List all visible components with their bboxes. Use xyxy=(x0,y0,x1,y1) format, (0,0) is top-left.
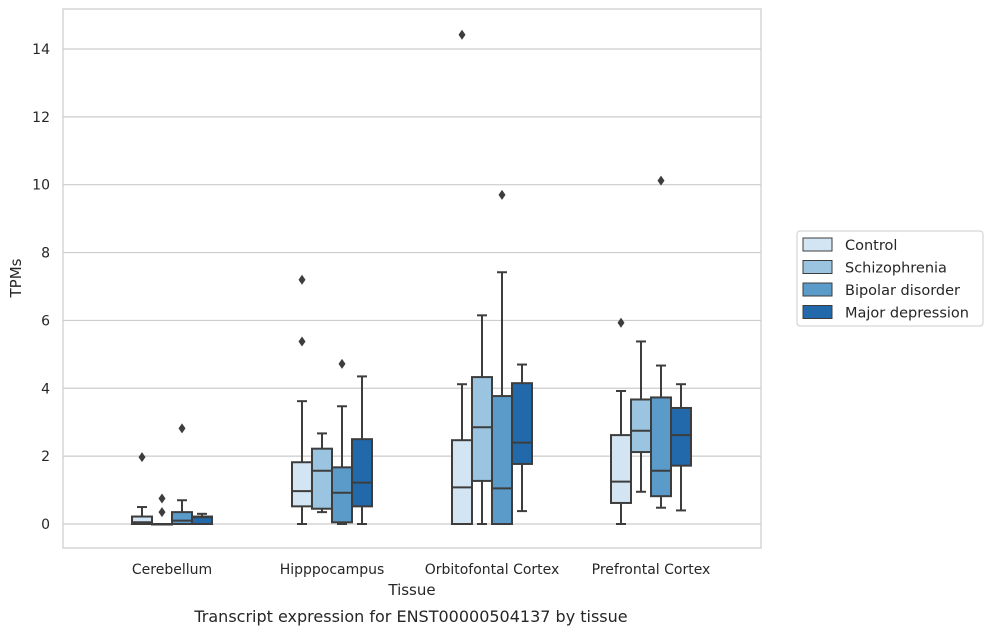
box-body xyxy=(471,376,493,482)
legend-swatch-2 xyxy=(802,260,833,274)
box-body xyxy=(131,515,153,526)
box-body xyxy=(511,382,533,465)
box-3-4 xyxy=(511,363,533,513)
box-body xyxy=(351,438,373,508)
legend-label-2: Schizophrenia xyxy=(845,261,947,277)
outlier-point-1 xyxy=(158,493,166,504)
y-axis-title: TPMs xyxy=(7,258,25,298)
box-groups xyxy=(131,29,692,526)
box-4-4 xyxy=(670,383,692,512)
box-1-1 xyxy=(131,452,153,526)
y-tick-label-14: 14 xyxy=(32,42,50,58)
box-4-2 xyxy=(630,340,652,493)
box-body xyxy=(610,434,632,504)
legend-frame xyxy=(796,230,984,327)
outlier-point-1 xyxy=(138,452,146,463)
box-2-2 xyxy=(311,432,333,514)
outlier-point-1 xyxy=(178,423,186,434)
x-tick-label-4: Prefrontal Cortex xyxy=(592,562,711,578)
box-1-2 xyxy=(151,493,173,526)
box-1-4 xyxy=(191,512,213,526)
x-axis-title: Tissue xyxy=(387,581,435,599)
outlier-point-1 xyxy=(617,317,625,328)
box-2-4 xyxy=(351,375,373,525)
box-body xyxy=(670,406,692,467)
legend-swatch-4 xyxy=(802,305,833,319)
box-body xyxy=(171,511,193,526)
outlier-point-1 xyxy=(657,175,665,186)
box-3-3 xyxy=(491,189,513,525)
outlier-point-1 xyxy=(338,358,346,369)
box-body xyxy=(650,396,672,498)
chart-caption: Transcript expression for ENST0000050413… xyxy=(193,607,627,626)
y-tick-label-0: 0 xyxy=(41,517,50,533)
x-tick-label-2: Hipppocampus xyxy=(280,562,385,578)
box-body xyxy=(291,461,313,508)
y-tick-label-12: 12 xyxy=(32,110,50,126)
x-tick-labels: Cerebellum Hipppocampus Orbitofontal Corte… xyxy=(132,562,710,578)
y-tick-labels: 0 2 4 6 8 10 12 14 xyxy=(32,42,50,533)
box-body xyxy=(331,466,353,524)
legend-label-4: Major depression xyxy=(845,306,969,322)
y-tick-label-6: 6 xyxy=(41,313,50,329)
x-tick-label-3: Orbitofontal Cortex xyxy=(425,562,560,578)
outlier-point-1 xyxy=(498,189,506,200)
box-body xyxy=(451,439,473,525)
box-body xyxy=(630,398,652,454)
outlier-point-1 xyxy=(458,29,466,40)
outlier-point-1 xyxy=(298,274,306,285)
box-3-1 xyxy=(451,29,473,525)
plot-frame xyxy=(62,8,762,549)
outlier-point-2 xyxy=(298,336,306,347)
legend-label-3: Bipolar disorder xyxy=(845,283,960,299)
legend-swatch-3 xyxy=(802,282,833,297)
box-4-1 xyxy=(610,317,632,525)
x-tick-label-1: Cerebellum xyxy=(132,562,212,578)
legend-swatch-1 xyxy=(802,237,833,252)
y-tick-label-4: 4 xyxy=(41,381,50,397)
legend-label-1: Control xyxy=(845,238,897,254)
outlier-point-2 xyxy=(158,507,166,518)
y-tick-label-8: 8 xyxy=(41,246,50,262)
box-body xyxy=(491,395,513,525)
plot-area xyxy=(63,9,761,548)
box-body xyxy=(311,447,333,510)
y-tick-label-2: 2 xyxy=(41,449,50,465)
y-tick-label-10: 10 xyxy=(32,178,50,194)
legend: Control Schizophrenia Bipolar disorder Majo… xyxy=(796,230,984,327)
